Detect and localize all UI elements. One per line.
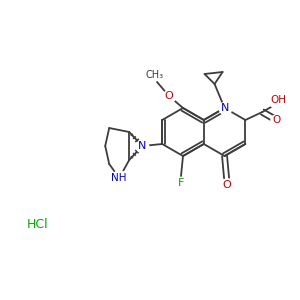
Text: N: N bbox=[220, 103, 229, 113]
Text: O: O bbox=[272, 115, 281, 125]
Text: O: O bbox=[165, 91, 173, 101]
Text: O: O bbox=[222, 180, 231, 190]
Text: OH: OH bbox=[270, 95, 286, 105]
Text: CH₃: CH₃ bbox=[146, 70, 164, 80]
Text: N: N bbox=[138, 141, 146, 151]
Text: F: F bbox=[178, 178, 184, 188]
Text: HCl: HCl bbox=[27, 218, 49, 232]
Text: NH: NH bbox=[112, 173, 127, 183]
